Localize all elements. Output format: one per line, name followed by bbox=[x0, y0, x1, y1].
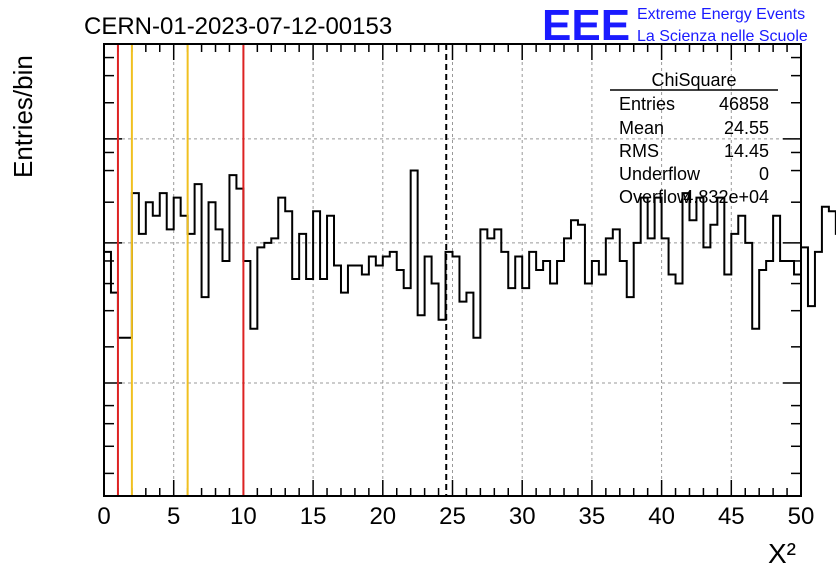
x-tick-labels: 0 5 10 15 20 25 30 35 40 45 50 bbox=[97, 503, 814, 530]
x-tick-label: 30 bbox=[509, 503, 536, 530]
stats-label-underflow: Underflow bbox=[619, 164, 701, 184]
x-tick-label: 0 bbox=[97, 503, 110, 530]
eee-logo-mark: EEE bbox=[542, 1, 630, 50]
stats-label-overflow: Overflow bbox=[619, 187, 691, 207]
reference-lines bbox=[116, 44, 448, 496]
stats-title: ChiSquare bbox=[651, 70, 736, 90]
stats-label-rms: RMS bbox=[619, 141, 659, 161]
stats-value-overflow: 4.832e+04 bbox=[683, 187, 769, 207]
stats-label-entries: Entries bbox=[619, 94, 675, 114]
stats-value-mean: 24.55 bbox=[724, 118, 769, 138]
x-tick-label: 35 bbox=[579, 503, 606, 530]
stats-label-mean: Mean bbox=[619, 118, 664, 138]
eee-logo-line2: La Scienza nelle Scuole bbox=[637, 28, 808, 45]
eee-logo-line1: Extreme Energy Events bbox=[637, 6, 805, 23]
x-tick-label: 15 bbox=[300, 503, 327, 530]
x-tick-label: 25 bbox=[439, 503, 466, 530]
y-axis-label: Entries/bin bbox=[8, 55, 38, 178]
stats-box: ChiSquare Entries 46858 Mean 24.55 RMS 1… bbox=[610, 70, 778, 207]
x-tick-label: 20 bbox=[369, 503, 396, 530]
run-title: CERN-01-2023-07-12-00153 bbox=[84, 13, 392, 40]
plot-frame bbox=[103, 43, 802, 497]
x-tick-label: 50 bbox=[788, 503, 815, 530]
x-axis-label: X² bbox=[768, 538, 796, 569]
x-tick-label: 10 bbox=[230, 503, 257, 530]
eee-logo: EEE Extreme Energy Events La Scienza nel… bbox=[542, 1, 808, 50]
x-tick-label: 40 bbox=[648, 503, 675, 530]
x-tick-label: 45 bbox=[718, 503, 745, 530]
x-tick-label: 5 bbox=[167, 503, 180, 530]
histogram-series bbox=[104, 169, 836, 339]
stats-value-rms: 14.45 bbox=[724, 141, 769, 161]
plot-grid bbox=[104, 44, 801, 496]
y-tick-marks bbox=[104, 56, 801, 475]
stats-value-underflow: 0 bbox=[759, 164, 769, 184]
stats-value-entries: 46858 bbox=[719, 94, 769, 114]
